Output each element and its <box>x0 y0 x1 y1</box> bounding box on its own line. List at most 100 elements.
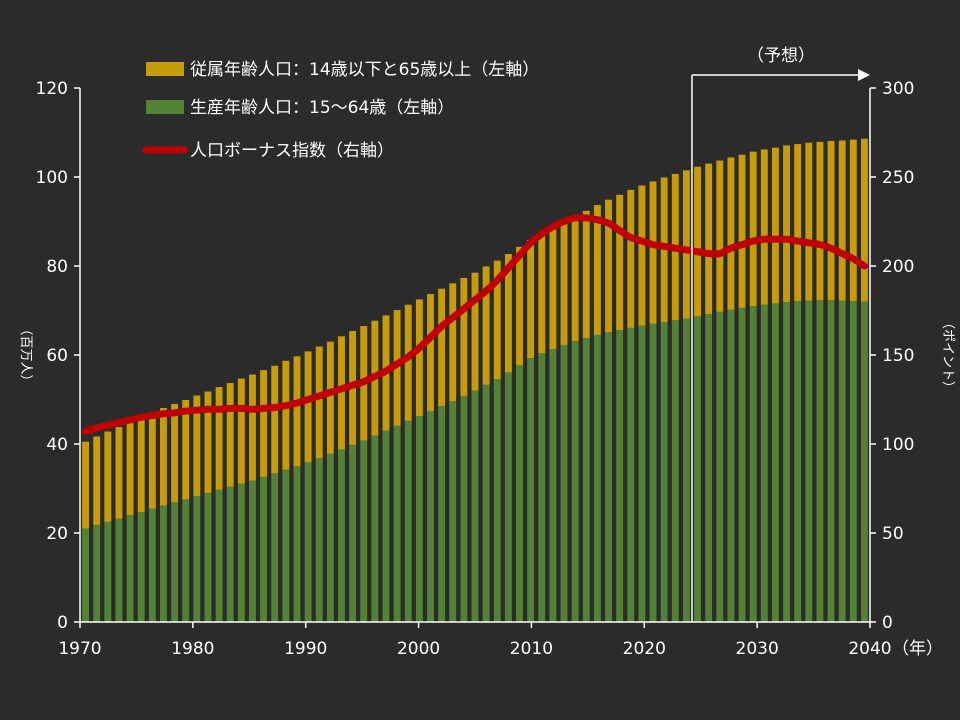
bar-working-age <box>249 480 256 622</box>
bar-dependent <box>449 283 457 402</box>
bar-working-age <box>783 302 790 622</box>
line-layer <box>82 214 868 436</box>
bar-working-age <box>716 311 724 622</box>
bar-working-age <box>471 390 479 622</box>
bar-dependent <box>738 154 746 308</box>
bar-working-age <box>438 406 446 622</box>
x-tick-label: 2020 <box>623 639 666 659</box>
bar-working-age <box>771 303 779 622</box>
legend-label-bonus-index: 人口ボーナス指数（右軸） <box>190 141 394 161</box>
bar-working-age <box>93 524 101 622</box>
legend-label-dependent: 従属年齢人口：14歳以下と65歳以上（左軸） <box>190 60 539 80</box>
bar-working-age <box>226 486 234 622</box>
bar-working-age <box>616 330 624 622</box>
bar-dependent <box>860 138 868 302</box>
bar-dependent <box>237 378 245 484</box>
bar-working-age <box>104 521 112 622</box>
bar-working-age <box>794 301 802 622</box>
bar-dependent <box>204 391 212 493</box>
bar-dependent <box>771 147 779 304</box>
bar-dependent <box>571 216 579 342</box>
left-tick-label: 80 <box>46 257 68 277</box>
bar-dependent <box>304 351 312 463</box>
bar-dependent <box>137 417 145 513</box>
bar-dependent <box>326 341 334 454</box>
bar-dependent <box>816 141 824 301</box>
bar-working-age <box>182 499 190 622</box>
bar-working-age <box>171 502 179 622</box>
bar-dependent <box>193 395 201 497</box>
bar-working-age <box>593 334 601 622</box>
bar-dependent <box>549 228 557 350</box>
bar-dependent <box>282 360 290 470</box>
bar-working-age <box>560 345 568 622</box>
bar-working-age <box>493 379 501 622</box>
bar-working-age <box>349 444 357 622</box>
bar-dependent <box>627 189 635 328</box>
legend-label-working-age: 生産年齢人口：15～64歳（左軸） <box>190 98 454 118</box>
bar-working-age <box>638 325 646 622</box>
bar-dependent <box>249 374 256 481</box>
bar-dependent <box>260 370 268 477</box>
bar-dependent <box>471 272 479 391</box>
bar-working-age <box>427 411 434 622</box>
bar-dependent <box>404 304 412 421</box>
bar-dependent <box>427 294 434 412</box>
bar-working-age <box>860 301 868 622</box>
bar-dependent <box>727 157 735 310</box>
left-tick-label: 40 <box>46 435 68 455</box>
x-axis-unit-label: （年） <box>892 639 943 659</box>
bar-dependent <box>560 222 568 346</box>
bar-working-age <box>237 483 245 622</box>
bar-dependent <box>638 185 646 326</box>
bonus-index-line <box>82 214 868 436</box>
bar-dependent <box>538 233 546 354</box>
bar-dependent <box>649 181 657 324</box>
left-tick-label: 0 <box>57 613 68 633</box>
bar-dependent <box>460 278 468 396</box>
bar-working-age <box>382 430 390 622</box>
bar-dependent <box>838 140 846 301</box>
bar-working-age <box>738 307 746 622</box>
bar-working-age <box>705 314 713 622</box>
bar-working-age <box>137 512 145 622</box>
left-tick-label: 60 <box>46 346 68 366</box>
bar-working-age <box>482 384 490 622</box>
legend-swatch-dependent <box>146 62 184 76</box>
bar-dependent <box>760 149 768 305</box>
bar-working-age <box>849 301 857 622</box>
bar-working-age <box>193 496 201 622</box>
bar-dependent <box>582 210 590 339</box>
bar-dependent <box>794 144 802 302</box>
right-tick-label: 250 <box>882 168 914 188</box>
bar-dependent <box>605 199 612 333</box>
bar-working-age <box>82 528 90 622</box>
bar-working-age <box>516 365 523 622</box>
bar-working-age <box>360 440 368 622</box>
right-axis-unit-label: （ポイント） <box>940 316 955 394</box>
bar-dependent <box>315 346 323 459</box>
bar-dependent <box>115 427 123 519</box>
bar-dependent <box>93 436 101 525</box>
bar-working-age <box>326 453 334 622</box>
bar-dependent <box>849 139 857 302</box>
bar-working-age <box>449 401 457 622</box>
bar-working-age <box>838 300 846 622</box>
bar-dependent <box>783 145 790 303</box>
x-tick-label: 2030 <box>736 639 779 659</box>
left-axis-unit-label: （百万人） <box>18 322 33 387</box>
bar-working-age <box>605 332 612 622</box>
x-tick-label: 2010 <box>510 639 553 659</box>
bar-working-age <box>649 323 657 622</box>
bar-working-age <box>260 476 268 622</box>
x-tick-label: 1970 <box>58 639 101 659</box>
bar-dependent <box>215 387 223 490</box>
bar-working-age <box>115 518 123 622</box>
right-tick-label: 100 <box>882 435 914 455</box>
right-tick-label: 150 <box>882 346 914 366</box>
left-tick-label: 120 <box>36 79 68 99</box>
bar-working-age <box>760 304 768 622</box>
left-tick-label: 100 <box>36 168 68 188</box>
bar-dependent <box>805 142 813 301</box>
legend-swatch-working-age <box>146 100 184 114</box>
